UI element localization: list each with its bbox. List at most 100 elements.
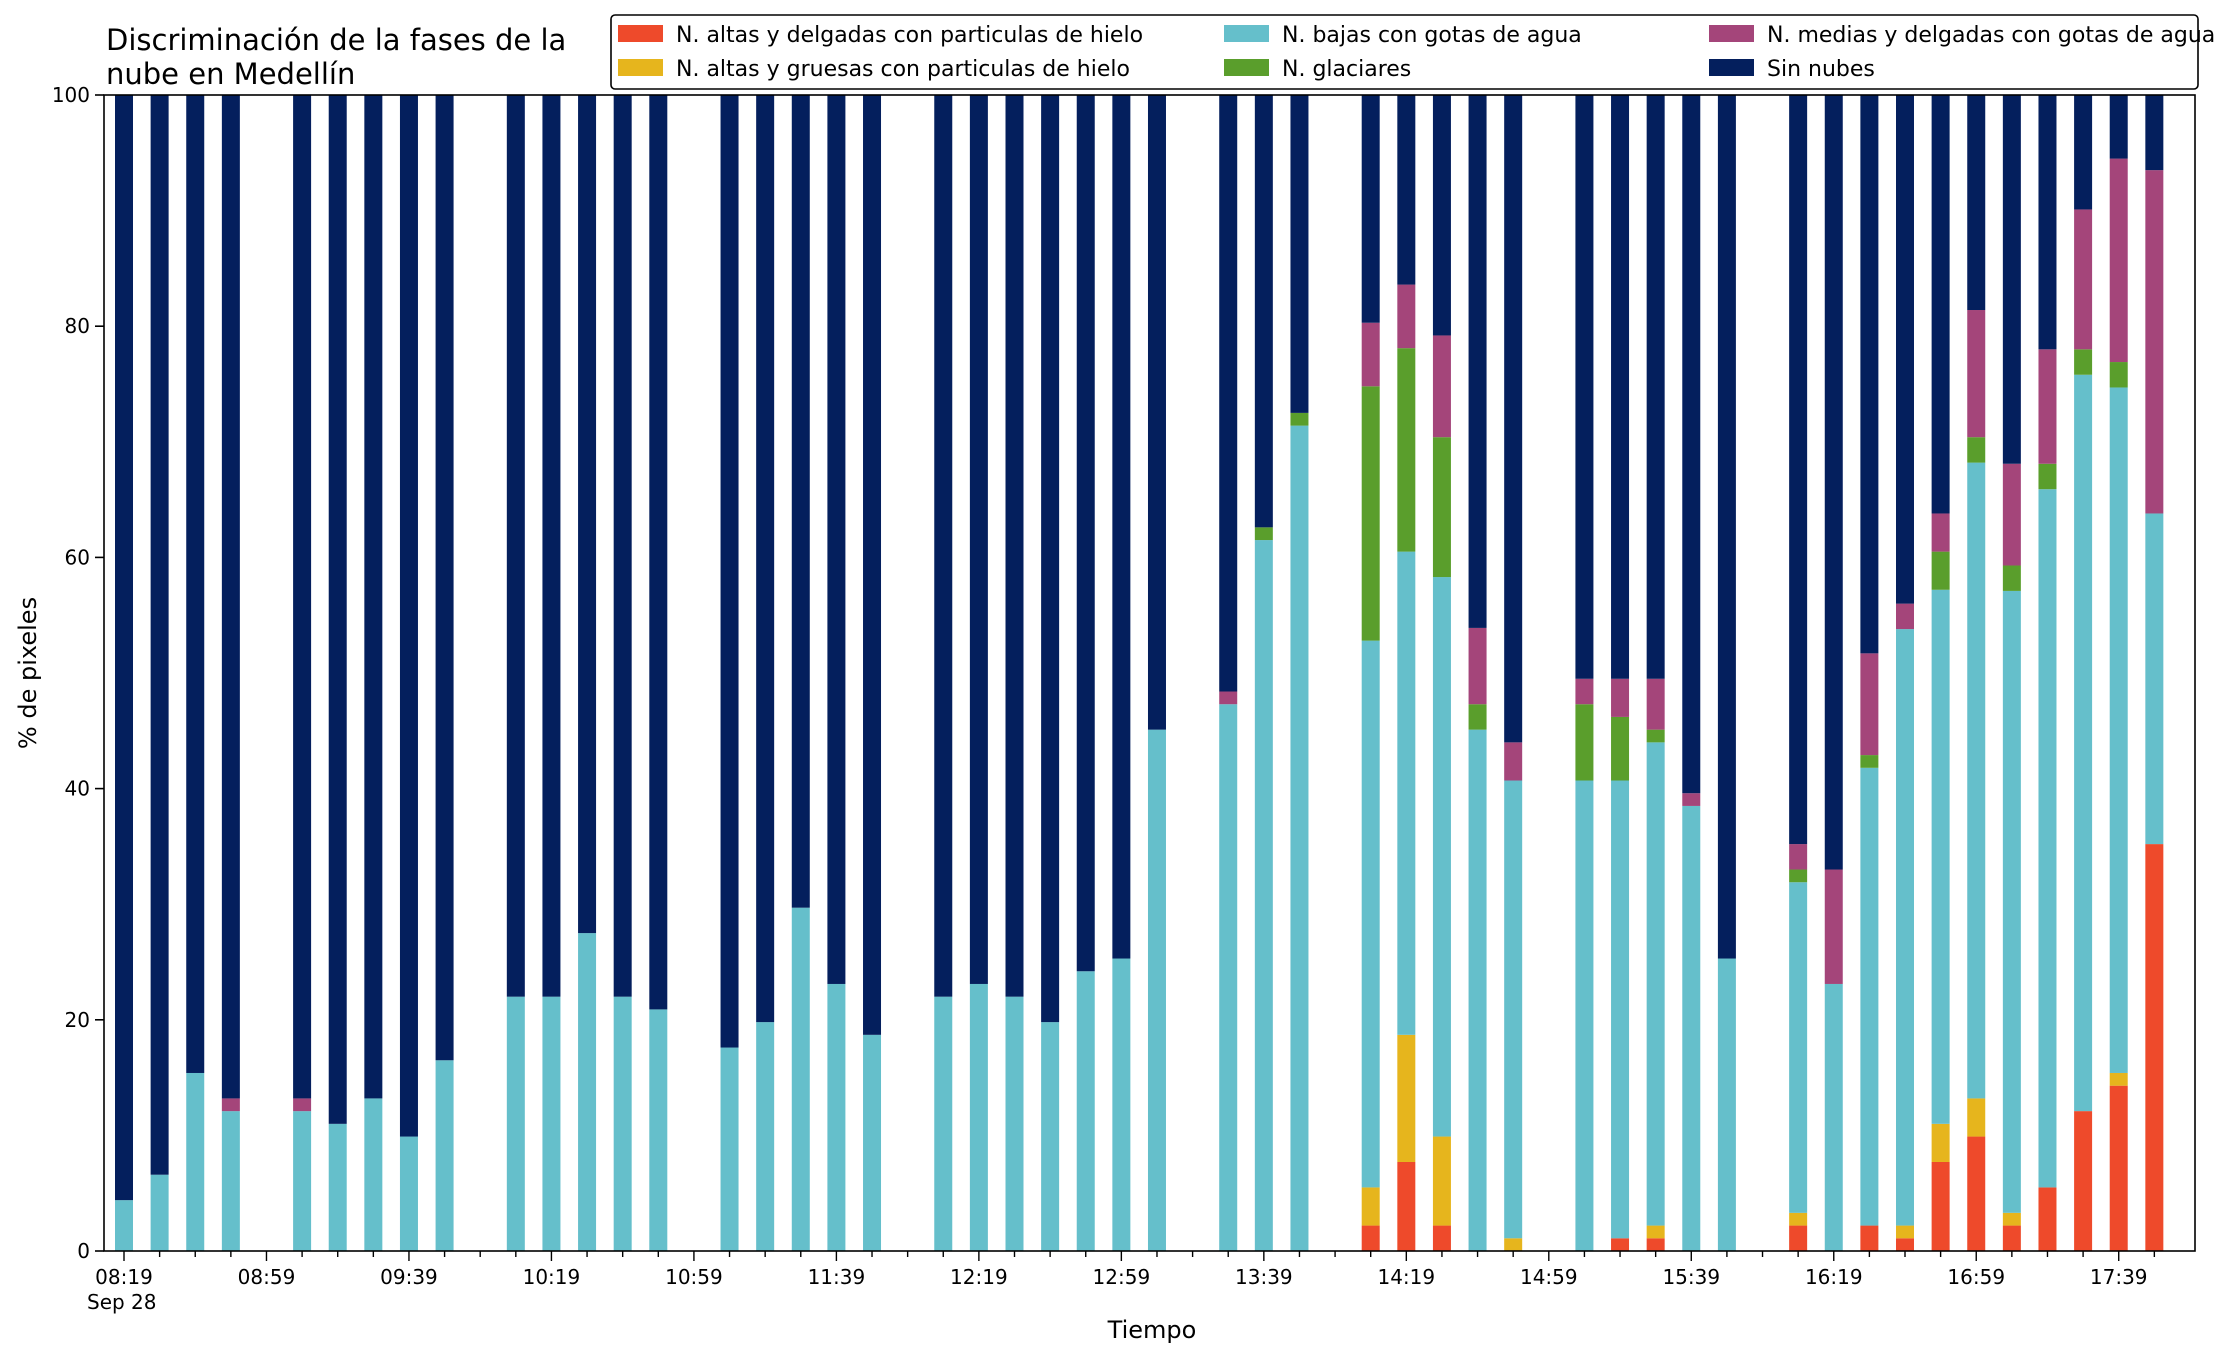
bar-segment-5-55 <box>2074 95 2093 210</box>
bar-segment-4-49 <box>1860 653 1879 756</box>
x-tick-label-8: 13:39 <box>1235 1265 1293 1289</box>
bar-segment-4-51 <box>1931 513 1950 552</box>
bar-segment-5-50 <box>1896 95 1914 604</box>
bar-segment-4-3 <box>221 1098 240 1112</box>
bar-segment-5-17 <box>720 95 739 1048</box>
bar-segment-3-53 <box>2002 565 2021 591</box>
bar-segment-5-11 <box>506 95 525 997</box>
x-axis-label: Tiempo <box>1107 1316 1197 1344</box>
bar-segment-2-0 <box>115 1200 133 1251</box>
x-tick-label-3: 10:19 <box>523 1265 581 1289</box>
bar-segment-0-50 <box>1896 1238 1914 1251</box>
bar-segment-2-41 <box>1575 780 1594 1251</box>
bar-segment-5-8 <box>399 95 418 1137</box>
bar-segment-3-38 <box>1468 704 1487 730</box>
bar-segment-5-41 <box>1575 95 1594 679</box>
y-tick-label-1: 20 <box>65 1008 90 1032</box>
bar-segment-4-37 <box>1432 335 1451 438</box>
x-axis: 08:19 08:59 09:39 10:19 10:59 11:39 12:19 12:59… <box>87 1251 2156 1314</box>
bar-segment-5-44 <box>1682 95 1701 794</box>
bar-segment-5-38 <box>1468 95 1487 628</box>
bar-segment-5-52 <box>1967 95 1986 311</box>
bar-segment-5-49 <box>1860 95 1879 654</box>
bar-segment-2-12 <box>542 996 561 1251</box>
bar-segment-2-48 <box>1824 983 1843 1251</box>
bar-segment-5-27 <box>1076 95 1095 972</box>
x-tick-label-7: 12:59 <box>1093 1265 1151 1289</box>
bar-segment-3-49 <box>1860 755 1879 768</box>
bar-segment-2-49 <box>1860 767 1879 1226</box>
bar-segment-1-36 <box>1397 1034 1416 1162</box>
bar-segment-2-25 <box>1005 996 1024 1251</box>
bar-segment-5-21 <box>863 95 882 1035</box>
x-tick-sublabel: Sep 28 <box>87 1290 157 1314</box>
bar-segment-2-33 <box>1290 425 1309 1251</box>
bar-segment-2-7 <box>364 1098 383 1251</box>
bar-segment-3-41 <box>1575 704 1594 781</box>
legend: N. altas y delgadas con particulas de hi… <box>610 14 2215 90</box>
bar-segment-2-52 <box>1967 462 1986 1099</box>
bar-segment-4-35 <box>1361 322 1380 387</box>
bar-segment-5-37 <box>1432 95 1451 336</box>
x-tick-label-11: 15:39 <box>1662 1265 1720 1289</box>
bar-segment-1-50 <box>1896 1225 1914 1239</box>
bar-segment-0-47 <box>1789 1225 1808 1251</box>
bar-segment-5-23 <box>934 95 953 997</box>
bar-segment-3-47 <box>1789 869 1808 883</box>
x-tick-label-2: 09:39 <box>380 1265 438 1289</box>
y-axis-label: % de pixeles <box>14 597 42 749</box>
bar-segment-0-49 <box>1860 1225 1879 1251</box>
bar-segment-4-48 <box>1824 869 1843 984</box>
y-tick-label-4: 80 <box>65 314 90 338</box>
bar-segment-2-50 <box>1896 629 1914 1226</box>
bar-segment-2-20 <box>827 983 846 1251</box>
y-tick-label-3: 60 <box>65 545 90 569</box>
bar-segment-0-57 <box>2145 844 2164 1251</box>
bar-segment-5-32 <box>1254 95 1273 528</box>
bar-segment-5-20 <box>827 95 846 984</box>
legend-swatch-4 <box>1709 25 1754 42</box>
bar-segment-2-47 <box>1789 882 1808 1213</box>
bar-segment-3-43 <box>1646 729 1665 743</box>
bar-segment-5-35 <box>1361 95 1380 323</box>
bar-segment-0-37 <box>1432 1225 1451 1251</box>
bar-segment-0-55 <box>2074 1111 2093 1251</box>
bar-segment-1-52 <box>1967 1098 1986 1137</box>
bar-segment-4-42 <box>1611 678 1630 717</box>
bar-segment-4-39 <box>1504 742 1523 781</box>
bar-segment-1-47 <box>1789 1212 1808 1226</box>
bar-segment-4-55 <box>2074 209 2093 350</box>
bar-segment-0-52 <box>1967 1136 1986 1251</box>
bar-segment-5-33 <box>1290 95 1309 413</box>
legend-label-3: N. glaciares <box>1282 57 1411 82</box>
x-tick-label-10: 14:59 <box>1520 1265 1578 1289</box>
legend-swatch-5 <box>1709 59 1754 76</box>
bar-segment-2-28 <box>1112 958 1131 1251</box>
bar-segment-5-5 <box>293 95 312 1099</box>
bar-segment-2-45 <box>1717 958 1736 1251</box>
bar-segment-5-2 <box>186 95 205 1073</box>
bar-segment-5-15 <box>649 95 668 1010</box>
bar-segment-2-23 <box>934 996 953 1251</box>
bar-segment-5-26 <box>1041 95 1060 1023</box>
bar-segment-2-38 <box>1468 729 1487 1251</box>
bar-segment-5-13 <box>578 95 597 934</box>
x-tick-label-12: 16:19 <box>1805 1265 1863 1289</box>
bar-segment-5-53 <box>2002 95 2021 464</box>
bar-segment-1-56 <box>2109 1072 2128 1086</box>
bar-segment-2-15 <box>649 1009 668 1251</box>
x-tick-label-9: 14:19 <box>1377 1265 1435 1289</box>
bar-segment-0-56 <box>2109 1085 2128 1251</box>
bar-segment-5-45 <box>1717 95 1736 959</box>
bar-segment-2-18 <box>756 1022 775 1251</box>
bar-segment-5-14 <box>613 95 632 997</box>
plot-frame <box>103 94 2196 1252</box>
bar-segment-4-53 <box>2002 463 2021 566</box>
bar-segment-5-29 <box>1147 95 1166 730</box>
bar-segment-5-25 <box>1005 95 1024 997</box>
bar-segment-2-9 <box>435 1060 454 1251</box>
bar-segment-4-38 <box>1468 627 1487 705</box>
bar-segment-3-32 <box>1254 527 1273 541</box>
bar-segment-3-35 <box>1361 386 1380 641</box>
bar-segment-4-47 <box>1789 844 1808 870</box>
